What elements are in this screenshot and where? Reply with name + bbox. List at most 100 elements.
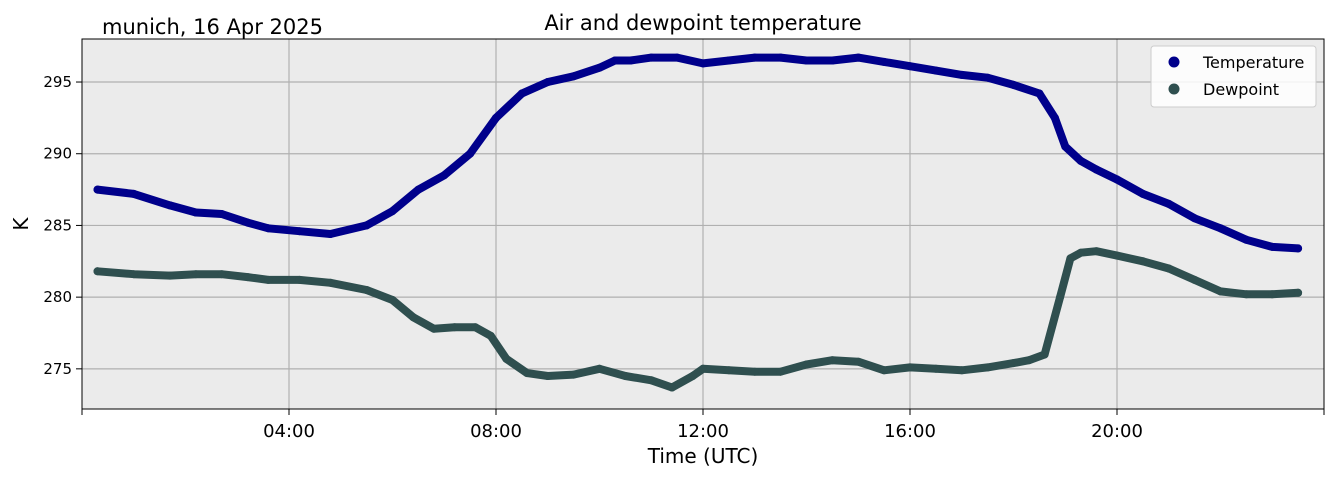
data-point-dewpoint <box>217 270 226 279</box>
y-tick-label: 290 <box>43 145 72 163</box>
data-point-dewpoint <box>409 313 418 322</box>
data-point-dewpoint <box>699 364 707 373</box>
data-point-dewpoint <box>750 367 759 376</box>
data-point-dewpoint <box>486 331 495 340</box>
x-axis-label: Time (UTC) <box>647 444 759 468</box>
data-point-temperature <box>1242 235 1251 244</box>
data-point-dewpoint <box>1138 257 1147 266</box>
data-point-dewpoint <box>880 366 889 375</box>
data-point-temperature <box>492 113 500 122</box>
data-point-dewpoint <box>1066 254 1075 263</box>
legend-label-dewpoint: Dewpoint <box>1203 80 1279 99</box>
x-tick-label: 04:00 <box>263 421 315 442</box>
data-point-temperature <box>1092 165 1101 174</box>
data-point-temperature <box>326 230 335 238</box>
data-point-temperature <box>217 210 226 218</box>
data-point-dewpoint <box>450 323 459 332</box>
data-point-dewpoint <box>1242 290 1251 299</box>
data-point-temperature <box>1294 244 1303 253</box>
data-point-temperature <box>957 70 966 79</box>
legend-marker-temperature <box>1168 56 1180 68</box>
data-point-temperature <box>673 53 682 62</box>
data-point-dewpoint <box>1076 248 1085 257</box>
x-axis: 04:00 08:00 12:00 16:00 20:00 <box>81 409 1325 442</box>
data-point-dewpoint <box>1025 356 1033 365</box>
data-point-temperature <box>626 56 635 65</box>
data-point-temperature <box>1050 113 1059 122</box>
data-point-dewpoint <box>264 275 273 284</box>
data-point-temperature <box>1076 156 1085 165</box>
data-point-temperature <box>1061 142 1070 151</box>
data-point-temperature <box>1216 224 1225 233</box>
data-point-temperature <box>129 189 138 198</box>
series-layer <box>93 53 1303 392</box>
x-tick-label: 12:00 <box>677 421 729 442</box>
y-tick-label: 280 <box>43 288 72 306</box>
y-tick-label: 285 <box>43 216 72 234</box>
data-point-dewpoint <box>326 278 335 287</box>
data-point-dewpoint <box>983 363 992 372</box>
data-point-dewpoint <box>243 273 252 282</box>
data-point-temperature <box>880 57 889 66</box>
data-point-dewpoint <box>802 360 811 369</box>
data-point-temperature <box>414 185 423 194</box>
data-point-temperature <box>1268 242 1277 251</box>
data-point-dewpoint <box>1009 359 1018 368</box>
data-point-dewpoint <box>1216 287 1225 296</box>
data-point-dewpoint <box>724 366 733 375</box>
legend-marker-dewpoint <box>1168 83 1180 95</box>
legend-label-temperature: Temperature <box>1202 53 1304 72</box>
data-point-temperature <box>517 89 526 98</box>
data-point-dewpoint <box>1113 251 1121 260</box>
data-point-dewpoint <box>854 357 863 366</box>
y-axis: 275 280 285 290 295 <box>43 73 82 378</box>
data-point-dewpoint <box>595 364 604 373</box>
data-point-temperature <box>1164 199 1173 208</box>
data-point-temperature <box>828 56 837 65</box>
data-point-temperature <box>983 73 992 82</box>
data-point-dewpoint <box>1294 288 1303 297</box>
series-line-dewpoint <box>93 247 1303 392</box>
data-point-dewpoint <box>523 369 531 378</box>
data-point-dewpoint <box>1268 290 1277 299</box>
data-point-temperature <box>1009 80 1018 89</box>
data-point-dewpoint <box>1092 247 1101 256</box>
data-point-dewpoint <box>93 267 102 276</box>
data-point-dewpoint <box>166 271 174 280</box>
data-point-temperature <box>854 53 863 62</box>
data-point-dewpoint <box>931 364 940 373</box>
data-point-dewpoint <box>776 367 785 376</box>
data-point-temperature <box>1113 175 1121 184</box>
data-point-temperature <box>166 201 174 210</box>
legend-box <box>1150 45 1317 108</box>
data-point-temperature <box>569 72 578 81</box>
data-point-dewpoint <box>1190 275 1199 284</box>
data-point-temperature <box>802 56 811 65</box>
x-tick-label: 16:00 <box>884 421 936 442</box>
data-point-temperature <box>466 149 475 158</box>
data-point-dewpoint <box>502 354 511 363</box>
data-point-temperature <box>93 185 102 194</box>
data-point-temperature <box>1138 189 1147 198</box>
y-axis-label: K <box>9 217 33 231</box>
data-point-temperature <box>595 63 604 72</box>
data-point-dewpoint <box>362 286 371 294</box>
data-point-temperature <box>724 56 733 65</box>
data-point-temperature <box>1190 214 1199 223</box>
data-point-temperature <box>750 53 759 62</box>
x-tick-label: 08:00 <box>470 421 522 442</box>
data-point-temperature <box>931 66 940 75</box>
data-point-temperature <box>776 53 785 62</box>
y-tick-label: 295 <box>43 73 72 91</box>
data-point-temperature <box>264 224 273 233</box>
data-point-dewpoint <box>1056 293 1065 302</box>
data-point-dewpoint <box>621 372 630 380</box>
data-point-dewpoint <box>429 324 438 333</box>
data-point-dewpoint <box>1164 264 1173 273</box>
data-point-temperature <box>699 59 707 68</box>
data-point-dewpoint <box>1040 350 1049 359</box>
data-point-temperature <box>440 171 449 180</box>
data-point-dewpoint <box>906 363 914 372</box>
y-tick-label: 275 <box>43 360 72 378</box>
data-point-dewpoint <box>295 275 304 284</box>
